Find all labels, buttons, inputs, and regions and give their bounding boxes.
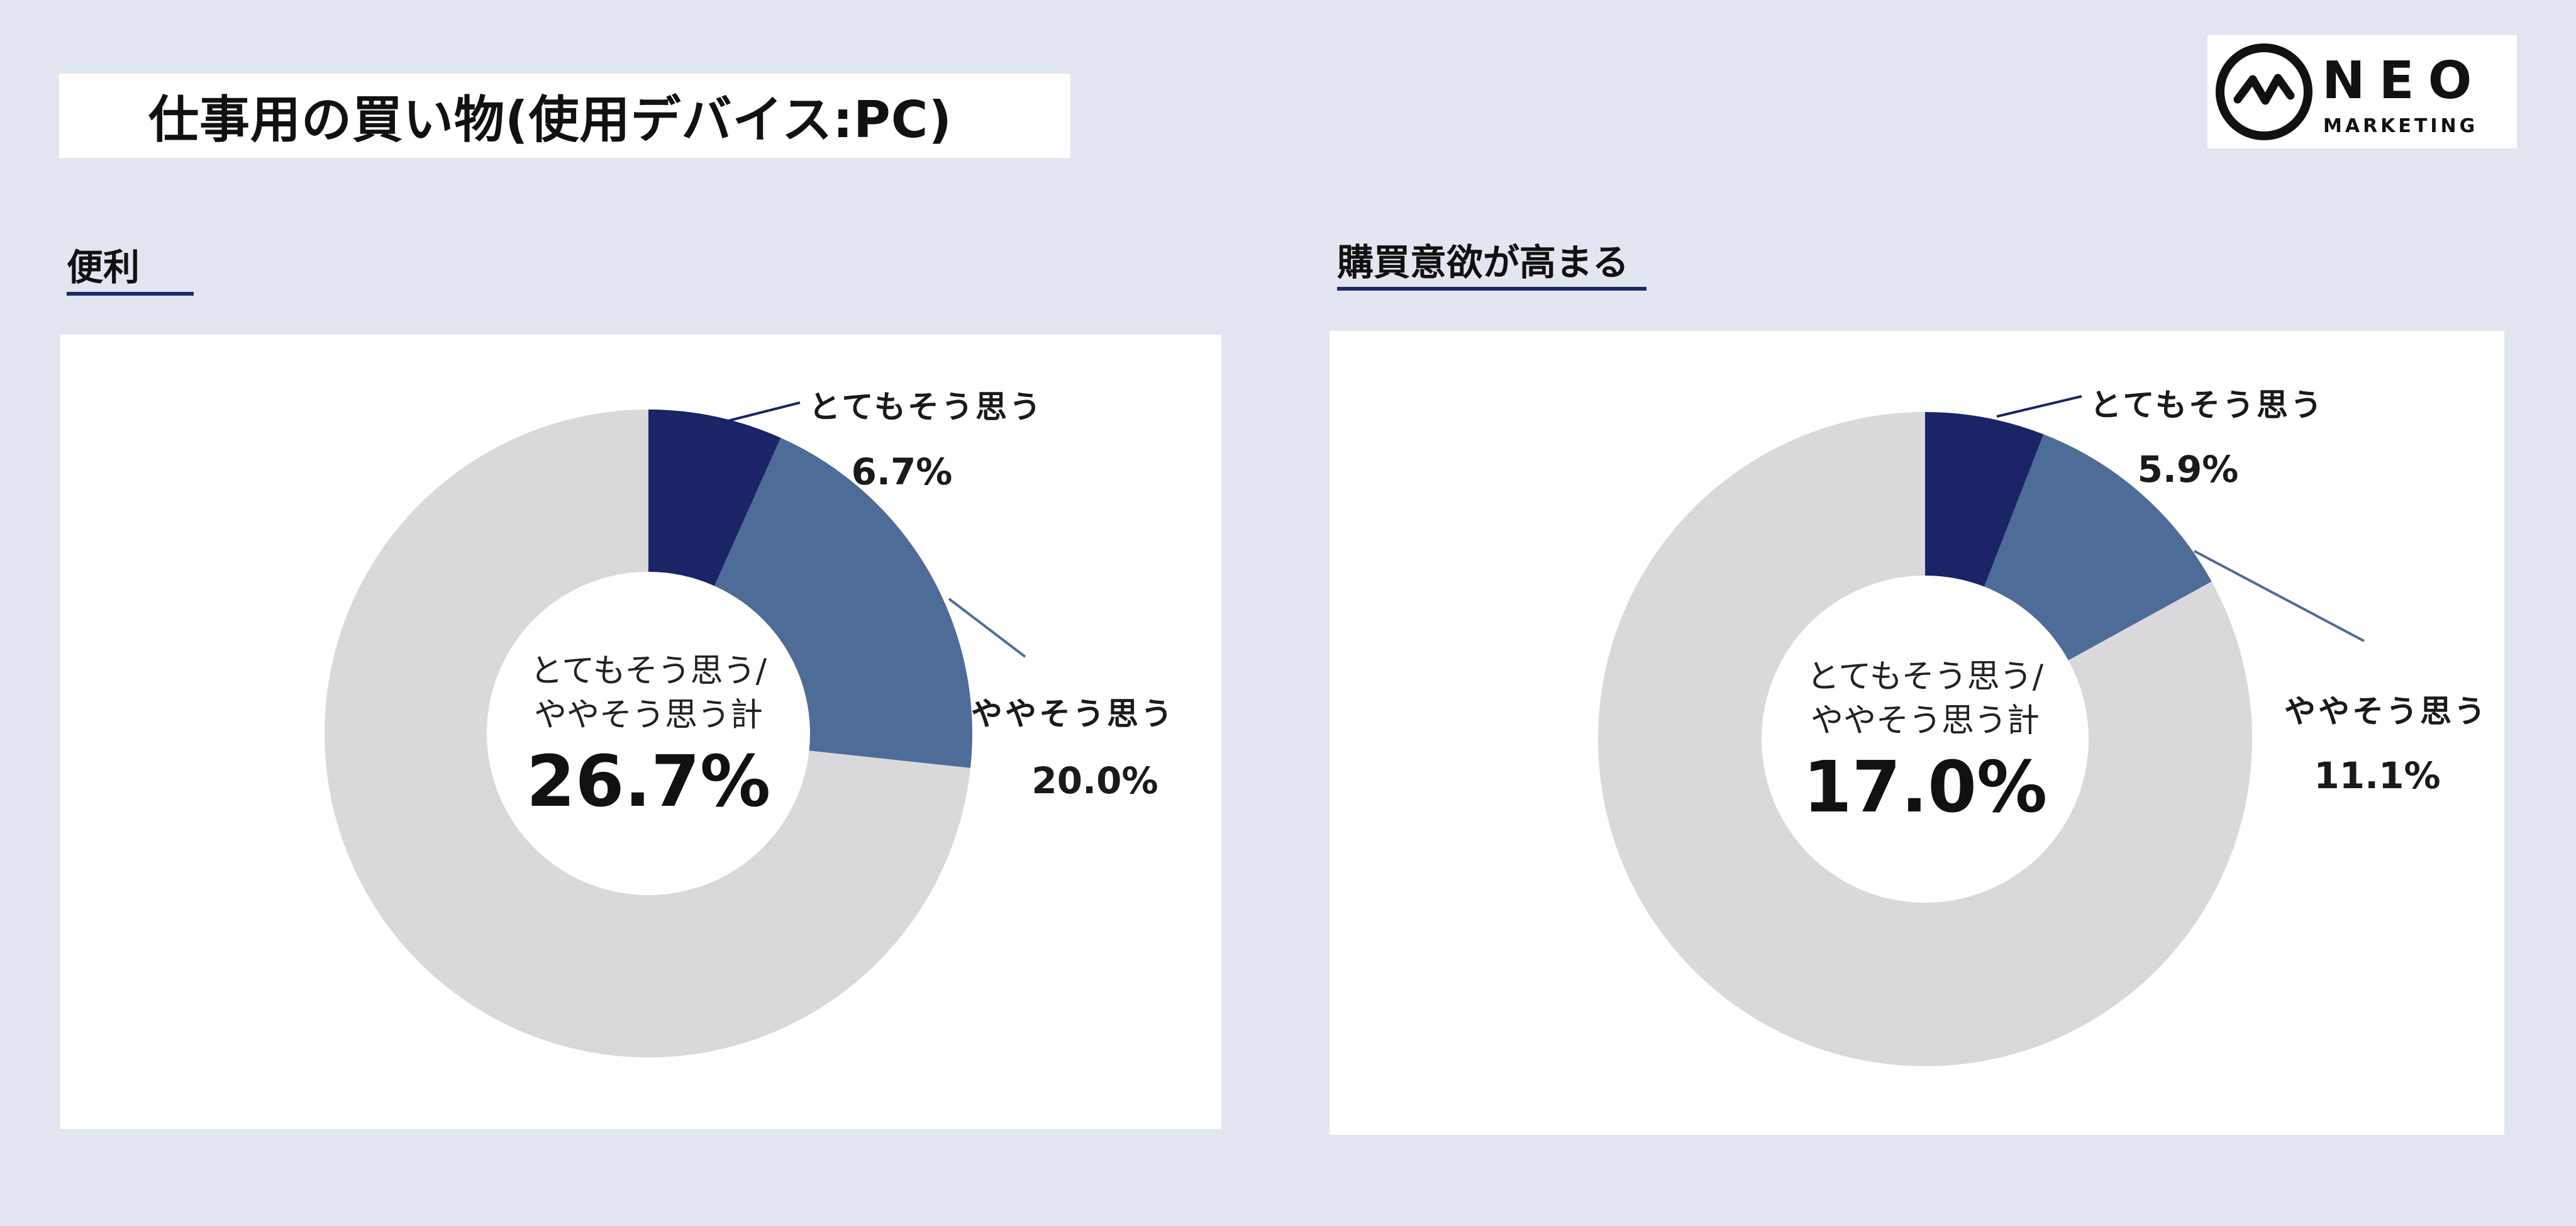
logo-sub: MARKETING [2323,115,2478,137]
chart-1-panel: とてもそう思う 6.7% ややそう思う 20.0% とてもそう思う/ややそう思う計 26.… [60,335,1221,1129]
page-title: 仕事用の買い物(使用デバイス:PC) [148,91,953,149]
donut-chart-2: とてもそう思う 5.9% ややそう思う 11.1% とてもそう思う/ややそう思う計 17.… [1598,387,2488,1067]
slice-name-label: とてもそう思う [2090,387,2324,423]
slice-very-agree [1925,412,2044,587]
slice-name-label: とてもそう思う [809,389,1043,425]
chart-1-title-underline [67,292,194,296]
slice-value-label: 20.0% [1031,759,1158,802]
leader-line [702,401,801,428]
slice-name-label: ややそう思う [971,696,1175,732]
leader-line [1996,395,2082,418]
pulse-circle-icon [2216,43,2312,140]
center-label: とてもそう思う/ [530,652,767,690]
slice-somewhat-agree [714,437,972,768]
slice-somewhat-agree [1984,434,2212,660]
slice-value-label: 6.7% [852,450,953,493]
slice-rest [325,410,971,1057]
neo-marketing-logo: NEO MARKETING [2207,35,2517,148]
leader-line [2194,550,2365,642]
chart-1-title: 便利 [67,246,140,289]
slice-rest [1598,412,2252,1067]
center-total-value: 17.0% [1803,747,2048,828]
slice-value-label: 11.1% [2314,754,2440,797]
chart-2-title-underline [1337,287,1646,291]
center-label: とてもそう思う/ [1807,658,2044,696]
center-total-value: 26.7% [526,741,771,823]
chart-2-title: 購買意欲が高まる [1337,241,1629,284]
chart-2-panel: とてもそう思う 5.9% ややそう思う 11.1% とてもそう思う/ややそう思う計 17.… [1330,331,2504,1135]
slice-value-label: 5.9% [2138,448,2239,491]
donut-chart-1: とてもそう思う 6.7% ややそう思う 20.0% とてもそう思う/ややそう思う計 26.… [325,389,1175,1057]
slice-name-label: ややそう思う [2284,693,2488,730]
leader-line [948,598,1026,658]
slice-very-agree [648,410,781,586]
center-label: ややそう思う計 [534,696,763,734]
page-title-box: 仕事用の買い物(使用デバイス:PC) [59,74,1070,158]
logo-word: NEO [2322,51,2485,111]
center-label: ややそう思う計 [1811,702,2040,740]
